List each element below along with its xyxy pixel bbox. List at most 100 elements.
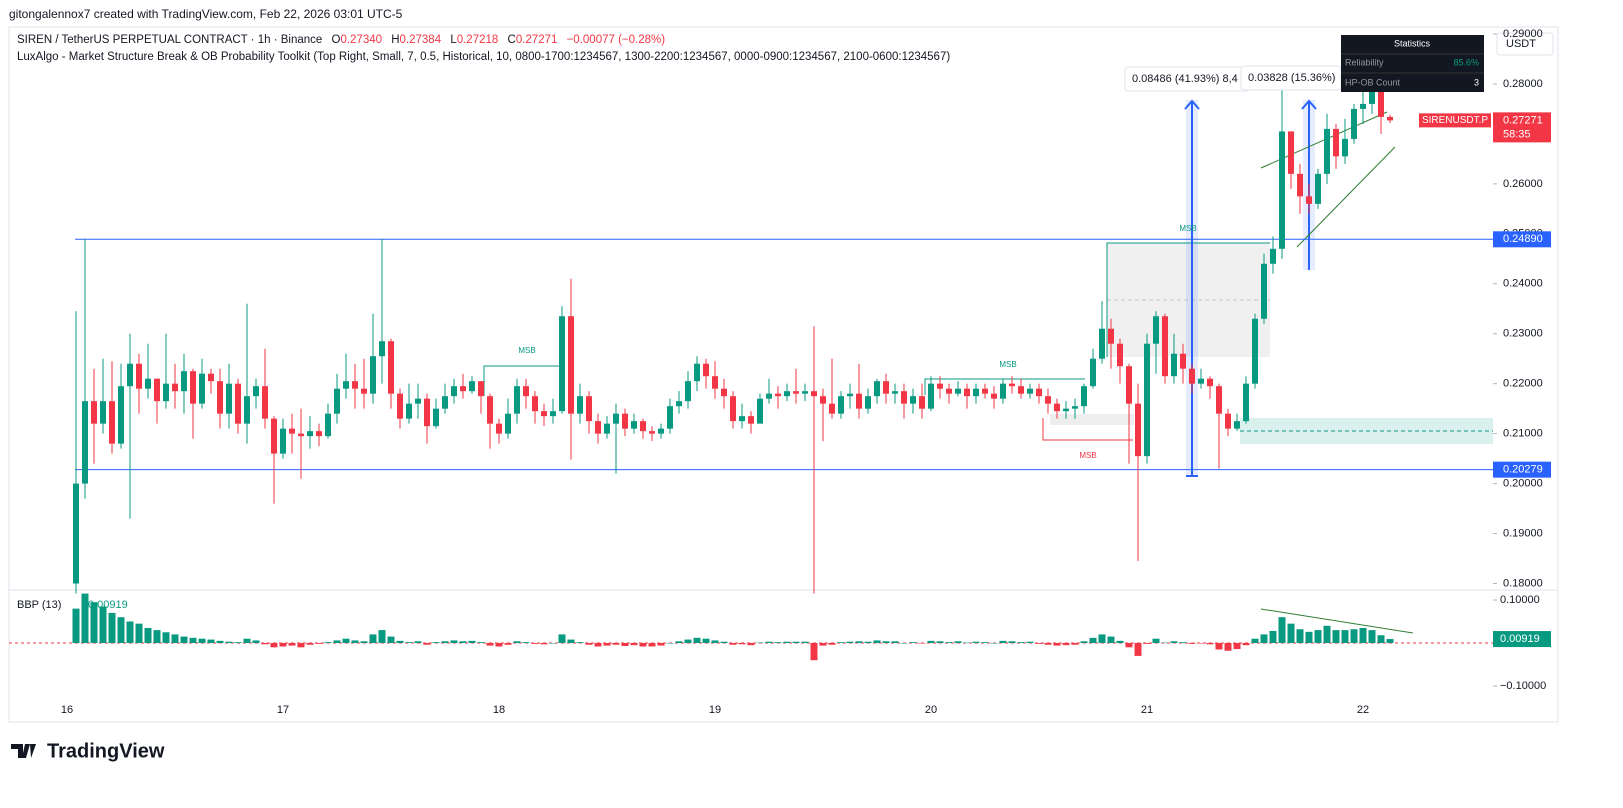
bbp-bar — [819, 643, 827, 646]
candle-body — [253, 386, 259, 397]
candle-body — [739, 416, 745, 422]
price-tag — [1493, 112, 1551, 143]
bbp-bar — [171, 634, 179, 644]
currency-button[interactable] — [1496, 32, 1554, 56]
candle-body — [1198, 378, 1204, 384]
y-tick-label: 0.20000 — [1503, 478, 1543, 490]
bbp-bar — [1116, 640, 1124, 644]
bbp-bar — [351, 640, 359, 644]
bbp-bar — [1287, 623, 1295, 644]
candle-body — [1315, 173, 1321, 204]
bbp-bar — [1350, 629, 1358, 644]
candle-body — [874, 381, 880, 397]
candle-body — [406, 403, 412, 419]
bbp-bar — [1071, 643, 1079, 645]
bbp-bar — [864, 641, 872, 644]
measure-label: 0.03828 (15.36%) — [1248, 72, 1335, 84]
ohlc-value: 0.27218 — [456, 34, 499, 46]
bbp-bar — [1296, 629, 1304, 644]
candle-body — [136, 363, 142, 389]
candle-body — [964, 388, 970, 397]
candle-body — [280, 428, 286, 454]
candle-body — [1207, 378, 1213, 387]
bbp-bar — [1179, 642, 1187, 644]
x-tick-label: 22 — [1357, 704, 1369, 716]
candle-body — [883, 381, 889, 394]
header: gitongalennox7 created with TradingView.… — [9, 7, 403, 21]
bbp-bar — [1062, 643, 1070, 646]
bbp-bar — [189, 637, 197, 644]
candle-body — [100, 401, 106, 424]
candle-body — [307, 431, 313, 437]
bbp-bar — [468, 640, 476, 644]
bbp-bar — [405, 642, 413, 644]
arrow-head — [1301, 99, 1317, 110]
candle-body — [577, 396, 583, 414]
bbp-bar — [747, 643, 755, 646]
candle-body — [586, 396, 592, 422]
candle-body — [1180, 353, 1186, 369]
bbp-bar — [630, 643, 638, 646]
candle-body — [928, 383, 934, 409]
currency-label[interactable]: USDT — [1506, 38, 1536, 50]
y-tick-label: 0.24000 — [1503, 278, 1543, 290]
candle-body — [316, 431, 322, 437]
bbp-bar — [972, 641, 980, 644]
bbp-bar — [891, 641, 899, 644]
candle-body — [1153, 316, 1159, 344]
candle-body — [1378, 78, 1384, 117]
bbp-bar — [117, 617, 125, 644]
bbp-bar — [828, 643, 836, 645]
bbp-bar — [450, 640, 458, 644]
candle-body — [1090, 358, 1096, 387]
candle-body — [82, 401, 88, 484]
stats-key: Reliability — [1345, 57, 1384, 67]
candle-body — [712, 376, 718, 389]
candle-body — [622, 413, 628, 429]
bbp-bar — [126, 621, 134, 644]
y-tick-label: 0.21000 — [1503, 428, 1543, 440]
candle-body — [856, 393, 862, 409]
candle-body — [1261, 263, 1267, 319]
bbp-bar — [1044, 643, 1052, 645]
x-tick-label: 16 — [61, 704, 73, 716]
bbp-bar — [837, 642, 845, 644]
change: −0.00077 (−0.28%) — [566, 34, 666, 46]
candle-body — [721, 388, 727, 397]
bbp-bar — [144, 627, 152, 644]
candle-body — [1225, 413, 1231, 429]
candle-body — [568, 316, 574, 414]
candle-body — [667, 406, 673, 429]
msb-line — [1106, 242, 1270, 357]
bbp-bar — [765, 641, 773, 644]
candle-body — [541, 411, 547, 417]
candle-body — [496, 423, 502, 434]
bbp-bar — [783, 641, 791, 644]
ohlc-value: 0.27271 — [515, 34, 558, 46]
candle-body — [1243, 383, 1249, 422]
candle-body — [694, 363, 700, 382]
y-tick-label: 0.29000 — [1503, 28, 1543, 40]
candle-body — [1270, 248, 1276, 264]
bbp-bar — [1152, 638, 1160, 644]
indicator-value: 0.00919 — [88, 599, 128, 611]
msb-label: MSB — [999, 360, 1016, 369]
y-tick-label: 0.18000 — [1503, 577, 1543, 589]
candle-body — [478, 381, 484, 397]
indicator-title: BBP (13) — [17, 599, 61, 611]
bbp-bar — [1269, 630, 1277, 644]
y-tick-label: 0.19000 — [1503, 527, 1543, 539]
bbp-bar — [1197, 643, 1205, 644]
candle-body — [1171, 353, 1177, 377]
candle-body — [982, 388, 988, 394]
price-label: 0.27271 — [1503, 114, 1543, 126]
bbp-bar — [792, 641, 800, 644]
candle-body — [901, 391, 907, 404]
candle-body — [838, 396, 844, 414]
candle-body — [514, 386, 520, 414]
bbp-bar — [549, 643, 557, 644]
bbp-bar — [990, 643, 998, 644]
msb-line — [924, 378, 1085, 395]
